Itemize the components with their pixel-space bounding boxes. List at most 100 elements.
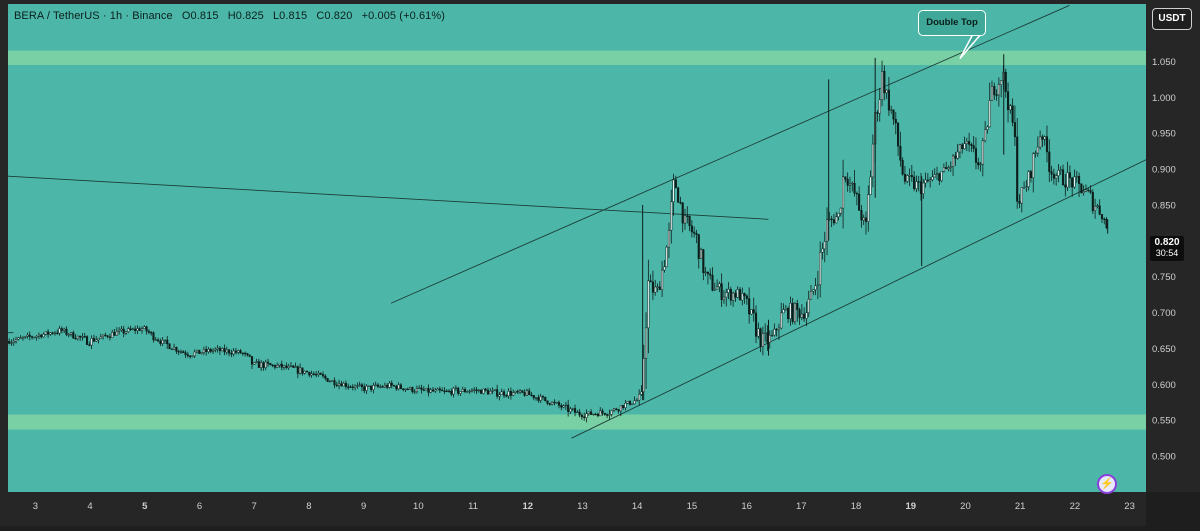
candle-body bbox=[805, 312, 808, 319]
candle-body bbox=[214, 348, 217, 351]
candle-body bbox=[789, 303, 792, 320]
candle-body bbox=[289, 365, 292, 367]
candle-body bbox=[661, 269, 664, 290]
candle-body bbox=[276, 365, 279, 368]
candle-body bbox=[1098, 205, 1101, 215]
candle-body bbox=[541, 396, 545, 398]
candle-body bbox=[344, 383, 347, 387]
candle-body bbox=[667, 229, 671, 248]
last-price-tag: 0.820 30:54 bbox=[1150, 236, 1184, 261]
candle-body bbox=[232, 350, 235, 355]
candle-body bbox=[69, 332, 73, 335]
candle-body bbox=[166, 339, 169, 345]
candle-body bbox=[372, 385, 375, 390]
candle-body bbox=[670, 201, 673, 231]
candle-body bbox=[347, 386, 350, 388]
candle-body bbox=[283, 365, 286, 368]
candle-body bbox=[949, 166, 952, 168]
candle-body bbox=[970, 144, 973, 146]
candle-body bbox=[150, 332, 153, 334]
candle-body bbox=[445, 390, 448, 393]
candle-body bbox=[929, 179, 932, 182]
candle-body bbox=[31, 336, 34, 338]
candle-body bbox=[425, 387, 428, 391]
candle-body bbox=[935, 173, 939, 175]
candle-body bbox=[138, 328, 141, 331]
candle-body bbox=[427, 387, 430, 393]
time-tick-label: 12 bbox=[522, 501, 533, 512]
candle-body bbox=[271, 364, 274, 367]
time-tick-label: 7 bbox=[252, 501, 257, 512]
candle-body bbox=[49, 332, 52, 335]
candle-body bbox=[603, 412, 606, 415]
candle-body bbox=[830, 218, 833, 221]
candle-body bbox=[17, 337, 20, 340]
candle-body bbox=[887, 89, 890, 111]
time-tick-label: 22 bbox=[1070, 501, 1081, 512]
time-axis[interactable]: 3 4 5 6 7 8 9 10 11 12 13 14 15 16 17 18 19 20 21 22 23 bbox=[8, 492, 1146, 526]
candle-body bbox=[910, 175, 913, 178]
candle-body bbox=[633, 400, 636, 405]
candle-body bbox=[1009, 105, 1012, 111]
candle-body bbox=[370, 385, 373, 390]
candle-body bbox=[12, 340, 15, 343]
candle-body bbox=[798, 309, 801, 318]
candle-body bbox=[163, 339, 166, 342]
candle-body bbox=[525, 390, 528, 396]
symbol-title[interactable]: BERA / TetherUS · 1h · Binance bbox=[14, 10, 173, 22]
candle-body bbox=[612, 408, 616, 411]
time-tick-label: 19 bbox=[905, 501, 916, 512]
candle-body bbox=[995, 94, 998, 96]
candle-body bbox=[273, 364, 276, 368]
candle-body bbox=[484, 388, 487, 391]
ohlc-low: L0.815 bbox=[272, 10, 308, 22]
candle-body bbox=[718, 283, 721, 288]
candle-body bbox=[693, 231, 696, 234]
candle-body bbox=[35, 335, 38, 338]
candle-body bbox=[681, 202, 684, 224]
candle-body bbox=[869, 176, 872, 195]
candle-body bbox=[468, 390, 471, 393]
candle-body bbox=[152, 332, 155, 341]
currency-unit-button[interactable]: USDT bbox=[1152, 8, 1192, 30]
candle-body bbox=[901, 159, 904, 175]
candle-body bbox=[683, 215, 687, 224]
candle-body bbox=[807, 298, 810, 313]
candle-body bbox=[324, 375, 327, 379]
candle-body bbox=[296, 366, 299, 374]
candle-body bbox=[264, 361, 267, 368]
candle-body bbox=[360, 384, 364, 388]
candle-body bbox=[665, 246, 668, 268]
candle-body bbox=[402, 388, 405, 390]
candle-body bbox=[388, 382, 391, 388]
double-top-callout[interactable]: Double Top bbox=[918, 10, 986, 36]
candle-body bbox=[44, 331, 47, 335]
candle-body bbox=[851, 182, 854, 185]
candle-body bbox=[993, 86, 996, 96]
candle-body bbox=[498, 394, 501, 397]
lightning-bolt-icon[interactable]: ⚡ bbox=[1097, 474, 1117, 494]
candle-body bbox=[899, 145, 902, 161]
candlestick-chart[interactable] bbox=[8, 4, 1146, 492]
candle-body bbox=[198, 349, 201, 354]
candle-body bbox=[947, 167, 950, 170]
candle-body bbox=[977, 162, 980, 166]
candle-body bbox=[775, 328, 778, 331]
support-resistance-zone-0 bbox=[8, 50, 1146, 65]
candle-body bbox=[1034, 152, 1037, 155]
candle-body bbox=[961, 144, 964, 149]
candle-body bbox=[53, 332, 57, 334]
candle-body bbox=[647, 280, 650, 329]
candle-body bbox=[1018, 201, 1021, 204]
candle-body bbox=[269, 363, 272, 366]
candle-body bbox=[285, 365, 288, 368]
candle-body bbox=[315, 374, 318, 376]
candle-body bbox=[26, 334, 29, 337]
candle-body bbox=[844, 176, 847, 180]
candle-body bbox=[24, 336, 27, 338]
candle-body bbox=[365, 385, 368, 391]
candle-body bbox=[399, 384, 402, 389]
candle-body bbox=[1041, 136, 1044, 140]
chart-plot-area[interactable] bbox=[8, 4, 1146, 492]
price-tick-label: 1.050 bbox=[1152, 57, 1176, 68]
